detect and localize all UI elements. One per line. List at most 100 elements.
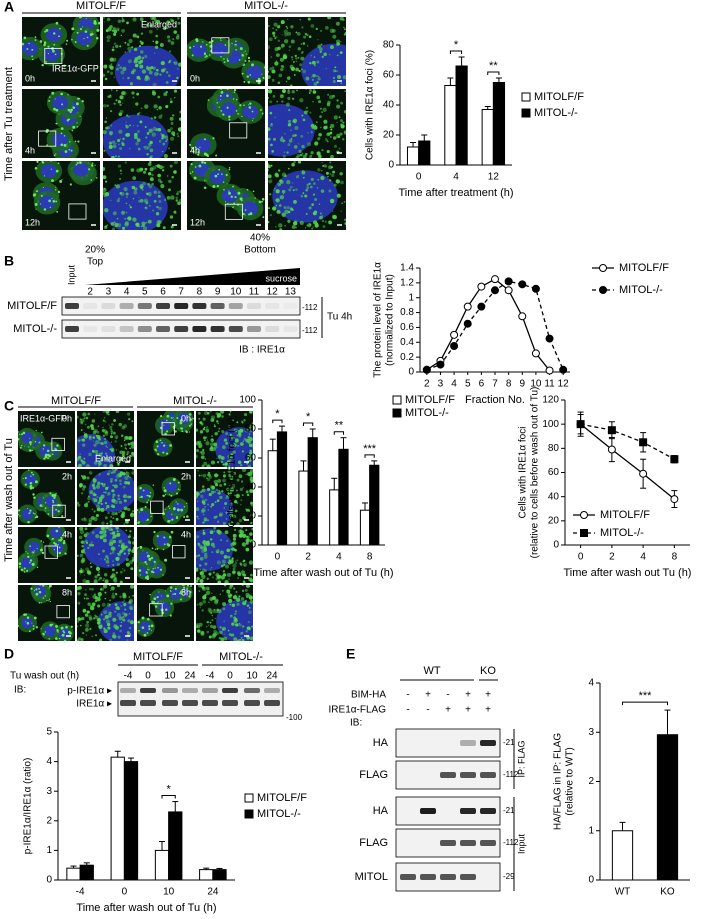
foci (139, 112, 141, 114)
foci (96, 566, 97, 567)
foci (102, 427, 103, 428)
series-line (427, 281, 563, 369)
bar (124, 762, 137, 880)
foci (238, 434, 241, 437)
foci (197, 625, 200, 628)
foci (178, 22, 181, 25)
foci (307, 45, 308, 46)
foci (139, 65, 143, 69)
foci (43, 542, 44, 543)
foci (35, 203, 38, 206)
foci (35, 36, 37, 38)
foci (169, 60, 171, 62)
foci (243, 563, 247, 567)
foci (149, 185, 153, 189)
foci (143, 171, 146, 174)
foci (46, 144, 48, 146)
foci (45, 61, 47, 63)
x-tick-label: 2 (424, 379, 430, 390)
foci (230, 543, 234, 547)
foci (234, 91, 236, 93)
significance-label: ** (335, 420, 344, 432)
foci (296, 61, 298, 63)
foci (115, 479, 118, 482)
foci (116, 518, 119, 521)
foci (152, 90, 155, 93)
foci (175, 199, 178, 202)
mw-label: -29 (503, 872, 515, 881)
marker (519, 313, 526, 320)
foci (105, 508, 107, 510)
foci (27, 556, 29, 558)
foci (132, 556, 135, 559)
foci (229, 559, 231, 561)
foci (79, 161, 82, 164)
foci (211, 415, 215, 419)
legend-swatch (245, 794, 253, 802)
foci (110, 478, 113, 481)
foci (200, 546, 204, 550)
foci (70, 112, 71, 113)
marker (671, 456, 678, 463)
foci (240, 47, 243, 50)
foci (287, 206, 290, 209)
band (65, 303, 79, 309)
foci (169, 508, 170, 509)
foci (105, 528, 106, 529)
foci (49, 599, 50, 600)
foci (321, 189, 325, 193)
sign: - (426, 705, 429, 716)
foci (290, 25, 293, 28)
blot-label: FLAG (359, 837, 388, 849)
foci (301, 43, 302, 44)
foci (316, 121, 318, 123)
foci (160, 43, 164, 47)
foci (102, 175, 106, 179)
foci (247, 75, 249, 77)
foci (189, 47, 191, 49)
foci (109, 142, 112, 145)
foci (52, 500, 54, 502)
foci (85, 613, 88, 616)
foci (107, 603, 111, 607)
foci (219, 491, 221, 493)
foci (35, 593, 38, 596)
foci (295, 55, 297, 57)
foci (145, 126, 147, 128)
foci (95, 534, 99, 538)
foci (115, 626, 119, 630)
foci (106, 413, 108, 415)
foci (122, 619, 125, 622)
foci (171, 531, 174, 534)
foci (47, 450, 50, 453)
foci (339, 116, 341, 118)
foci (129, 530, 131, 532)
foci (130, 585, 134, 589)
mw-label: -21 (503, 806, 515, 815)
foci (213, 597, 215, 599)
foci (43, 187, 44, 188)
foci (221, 430, 224, 433)
foci (240, 499, 242, 501)
y-tick-label: 1 (588, 825, 594, 836)
foci (82, 26, 83, 27)
foci (276, 189, 280, 193)
foci (88, 501, 90, 503)
foci (196, 516, 198, 518)
band (229, 303, 243, 309)
foci (53, 32, 55, 34)
foci (323, 52, 327, 56)
foci (175, 409, 177, 411)
foci (316, 28, 318, 30)
nucleus (28, 542, 39, 553)
foci (231, 635, 232, 636)
foci (38, 588, 40, 590)
foci (167, 415, 170, 418)
foci (204, 187, 207, 190)
foci (222, 445, 226, 449)
foci (116, 90, 118, 92)
foci (126, 558, 129, 561)
foci (29, 630, 31, 632)
foci (200, 632, 204, 636)
foci (161, 61, 165, 65)
